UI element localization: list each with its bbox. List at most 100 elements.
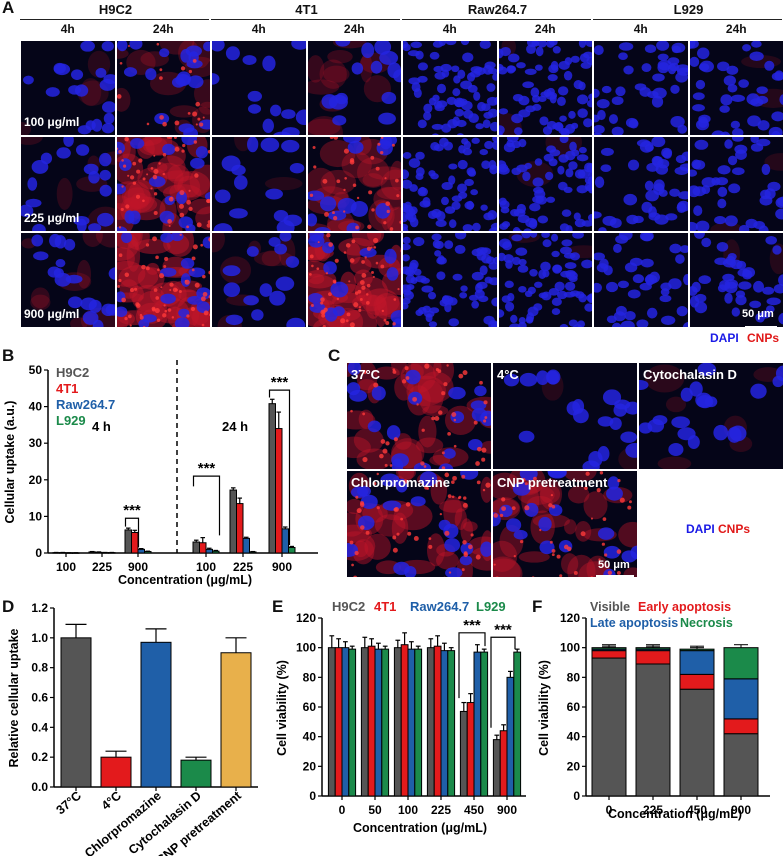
header-rule <box>402 19 591 20</box>
micrograph-tile <box>211 136 307 232</box>
data-bar <box>374 648 383 797</box>
micrograph-image <box>212 233 306 327</box>
header-rule <box>20 19 209 20</box>
micrograph-image <box>403 233 497 327</box>
y-tick-label: 0.0 <box>31 780 48 794</box>
panel-e-chart: 0 20 40 60 80 100 120 Cell viability (%) 0 50 100 2… <box>275 599 526 835</box>
data-bar <box>281 528 289 554</box>
y-axis-label: Cell viability (%) <box>537 660 551 756</box>
panel-b-label: B <box>2 346 15 365</box>
data-bar <box>59 552 67 554</box>
micrograph-tile <box>497 136 593 232</box>
data-bar <box>100 756 132 788</box>
condition-tile: Chlorpromazine <box>346 470 492 578</box>
micrograph-image <box>403 137 497 231</box>
data-bar <box>72 552 80 554</box>
x-tick-label: 450 <box>464 803 484 817</box>
stacked-segment <box>591 647 627 650</box>
micrograph-tile <box>688 136 784 232</box>
micrograph-tile <box>497 232 593 328</box>
data-bar <box>88 551 96 554</box>
micrograph-image <box>21 41 115 135</box>
micrograph-tile <box>115 40 211 136</box>
micrograph-tile <box>306 40 402 136</box>
y-tick-label: 120 <box>560 611 580 625</box>
y-tick-label: 40 <box>303 730 317 744</box>
significance-label: *** <box>123 502 141 519</box>
annotation-24h: 24 h <box>222 419 248 434</box>
micrograph-tile <box>593 232 689 328</box>
micrograph-image <box>116 41 211 135</box>
data-bar <box>459 710 468 797</box>
micrograph-tile <box>211 40 307 136</box>
data-bar <box>348 648 357 797</box>
data-bar <box>268 403 276 554</box>
data-bar <box>144 551 152 554</box>
data-bar <box>242 537 250 554</box>
micrograph-image <box>498 41 593 135</box>
micrograph-image <box>212 137 306 231</box>
data-bar <box>52 552 60 554</box>
micrograph-image <box>498 137 593 231</box>
panel-c-label: C <box>328 346 341 365</box>
micrograph-tile <box>402 136 498 232</box>
micrograph-image <box>498 233 593 327</box>
micrograph-image <box>116 233 211 327</box>
data-bar <box>220 652 252 788</box>
micrograph-tile <box>402 40 498 136</box>
data-bar <box>400 644 409 797</box>
timepoint-header: 4h <box>442 22 457 36</box>
stacked-segment <box>723 718 759 735</box>
condition-label: Chlorpromazine <box>351 475 450 490</box>
data-bar <box>407 648 416 797</box>
micrograph-tile <box>115 136 211 232</box>
x-tick-label: 0 <box>606 803 613 817</box>
stacked-segment <box>591 657 627 797</box>
data-bar <box>393 647 402 797</box>
data-bar <box>360 647 369 797</box>
legend-entry: Late apoptosis <box>590 616 678 630</box>
data-bar <box>249 551 257 554</box>
data-bar <box>180 759 212 788</box>
legend-entry: Early apoptosis <box>638 600 731 614</box>
legend-entry: L929 <box>476 599 506 614</box>
data-bar <box>334 647 343 797</box>
data-bar <box>229 489 237 554</box>
x-tick-label: 225 <box>643 803 663 817</box>
significance-bracket <box>192 475 221 536</box>
data-bar <box>513 651 522 797</box>
x-tick-label: 900 <box>731 803 751 817</box>
y-tick-label: 30 <box>29 436 43 450</box>
data-bar <box>101 552 109 554</box>
data-bar <box>124 529 132 554</box>
data-bar <box>205 548 213 554</box>
legend-entry: H9C2 <box>332 599 365 614</box>
y-tick-label: 0 <box>573 789 580 803</box>
data-bar <box>275 428 283 554</box>
micrograph-tile <box>20 40 116 136</box>
micrograph-image <box>21 137 115 231</box>
panel-a-label: A <box>2 0 15 17</box>
legend-entry: Visible <box>590 600 630 614</box>
x-tick-label: 100 <box>56 560 76 574</box>
data-bar <box>140 641 172 788</box>
x-tick-label: 225 <box>92 560 112 574</box>
data-bar <box>433 645 442 797</box>
data-bar <box>341 647 350 797</box>
stacked-segment <box>591 650 627 659</box>
micrograph-tile <box>20 232 116 328</box>
micrograph-image <box>307 233 402 327</box>
condition-label: 37°C <box>351 367 381 382</box>
y-axis-label: Cellular uptake (a.u.) <box>3 401 17 524</box>
y-tick-label: 60 <box>303 700 317 714</box>
x-tick-label: 37°C <box>54 789 84 818</box>
scale-bar-label: 50 μm <box>598 559 630 571</box>
panel-d-label: D <box>2 597 15 616</box>
micrograph-image <box>116 137 211 231</box>
y-tick-label: 0.6 <box>31 691 48 705</box>
timepoint-header: 4h <box>633 22 648 36</box>
x-tick-label: 0 <box>339 803 346 817</box>
condition-tile: 37°C <box>346 362 492 470</box>
scale-bar-label: 50 μm <box>742 308 774 320</box>
y-tick-label: 20 <box>303 759 317 773</box>
